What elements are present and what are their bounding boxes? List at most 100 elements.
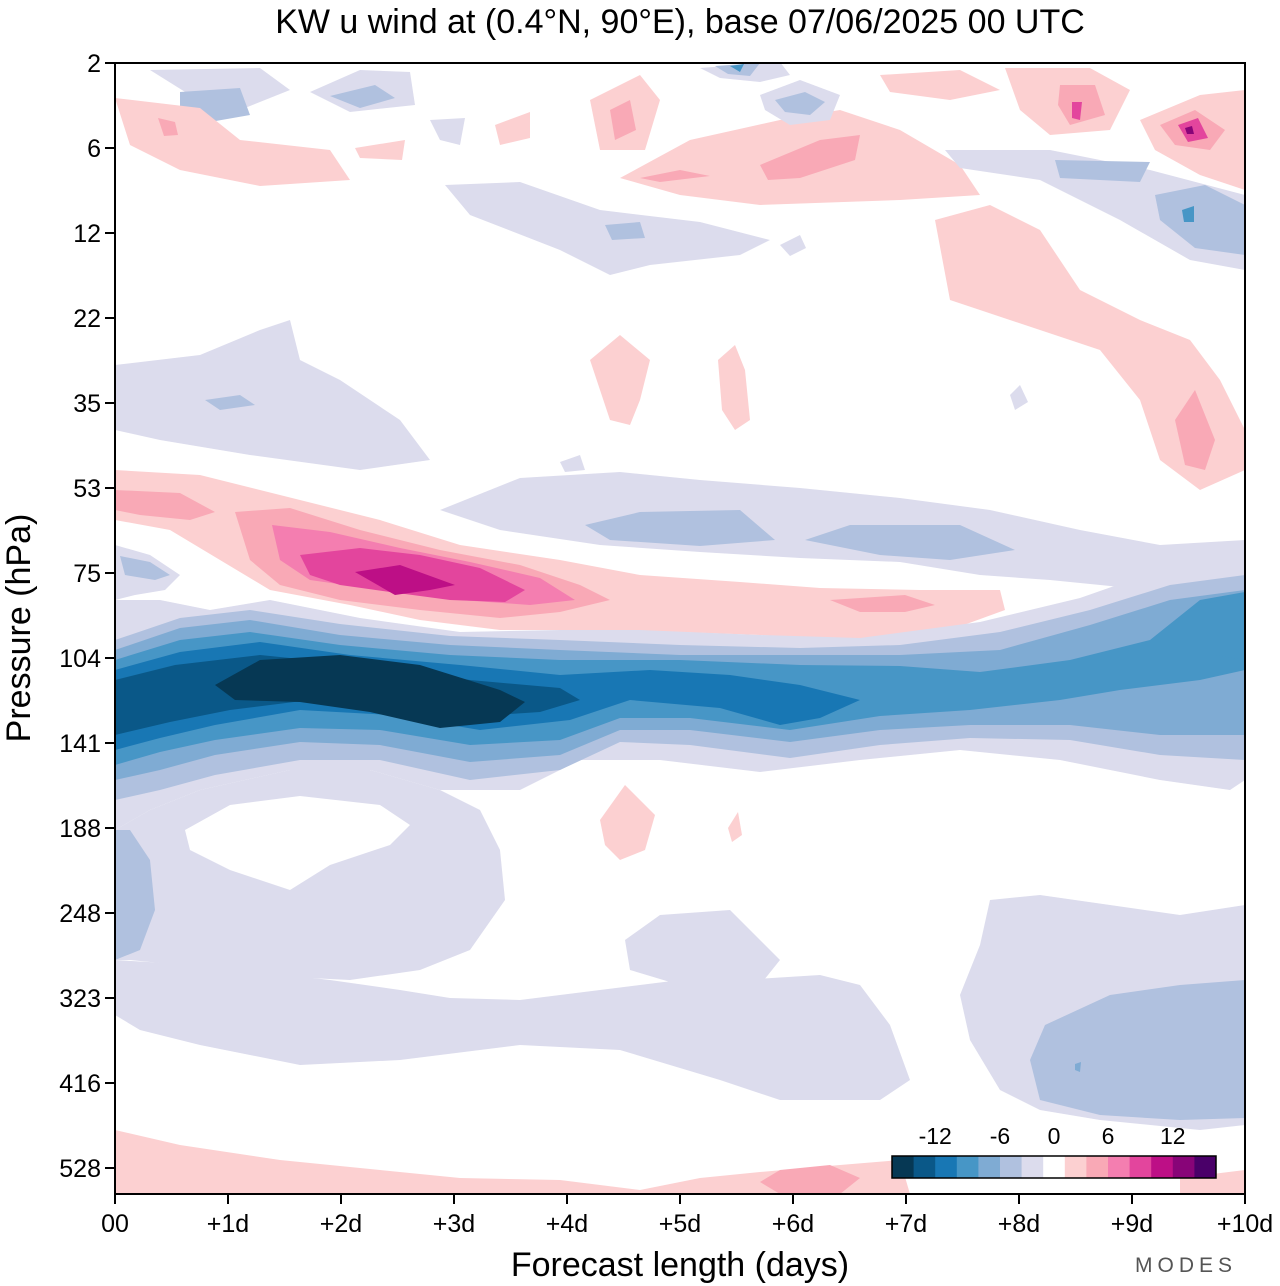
- colorbar-label: -6: [990, 1123, 1010, 1149]
- contour-neg-trop-4: [625, 910, 780, 985]
- contour-pos-strat-21: [718, 345, 750, 430]
- contour-neg-trop-2: [115, 830, 155, 960]
- y-tick-label: 528: [59, 1155, 101, 1183]
- colorbar-swatch: [1108, 1156, 1131, 1178]
- contour-pos-strat-4: [495, 112, 530, 145]
- contour-neg-strat-17: [780, 235, 806, 256]
- colorbar-swatch: [913, 1156, 936, 1178]
- contour-neg-strat-10: [775, 92, 825, 115]
- contour-neg-band-2: [585, 510, 775, 546]
- contour-pos-strat-9: [640, 170, 710, 182]
- colorbar-label: -12: [919, 1123, 952, 1149]
- contour-neg-strat-8: [730, 64, 744, 72]
- contour-neg-strat-4: [330, 85, 395, 108]
- x-tick-label: +5d: [659, 1210, 701, 1238]
- contour-neg-jet-8: [215, 655, 525, 728]
- colorbar-swatch: [1021, 1156, 1044, 1178]
- x-tick-label: +8d: [998, 1210, 1040, 1238]
- colorbar-label: 6: [1102, 1123, 1115, 1149]
- contour-neg-strat-13: [1155, 185, 1245, 255]
- colorbar-swatch: [1086, 1156, 1109, 1178]
- y-tick-label: 248: [59, 900, 101, 928]
- x-tick-label: +10d: [1217, 1210, 1273, 1238]
- contour-pos-strat-18: [935, 205, 1245, 490]
- y-tick-label: 104: [59, 645, 101, 673]
- y-tick-label: 141: [59, 730, 101, 758]
- contour-pos-strat-6: [610, 100, 636, 140]
- y-tick-label: 53: [73, 475, 101, 503]
- x-tick-label: +3d: [433, 1210, 475, 1238]
- colorbar-label: 12: [1160, 1123, 1186, 1149]
- contour-pos-strat-1: [115, 98, 350, 186]
- colorbar-swatch: [1043, 1156, 1066, 1178]
- x-tick-label: +4d: [546, 1210, 588, 1238]
- y-tick-label: 22: [73, 305, 101, 333]
- contour-pos-strat-3: [355, 140, 405, 160]
- y-tick-label: 35: [73, 390, 101, 418]
- contour-white-trop: [185, 796, 410, 890]
- contour-neg-strat-21: [560, 455, 585, 472]
- colorbar-swatch: [1172, 1156, 1195, 1178]
- contour-neg-band-5: [120, 556, 170, 580]
- y-tick-label: 6: [87, 135, 101, 163]
- x-tick-label: +2d: [320, 1210, 362, 1238]
- colorbar-swatch: [1129, 1156, 1152, 1178]
- x-tick-label: +9d: [1111, 1210, 1153, 1238]
- contour-pos-strat-8: [760, 135, 860, 180]
- contour-pos-strat-13: [1072, 102, 1082, 120]
- contour-pos-trop-1: [600, 785, 655, 860]
- contour-neg-strat-20: [1010, 385, 1028, 410]
- contour-neg-strat-5: [430, 118, 465, 145]
- x-tick-label: +7d: [885, 1210, 927, 1238]
- y-axis-title: Pressure (hPa): [0, 514, 38, 743]
- contour-neg-trop-3: [115, 960, 910, 1100]
- contour-pos-trop-2: [728, 812, 742, 842]
- contour-pos-band-6: [355, 565, 455, 595]
- colorbar-frame: [891, 1155, 1217, 1179]
- contour-pos-strat-20: [590, 335, 650, 425]
- contour-pos-strat-19: [1175, 390, 1215, 470]
- contour-neg-trop-7: [1075, 1062, 1081, 1072]
- colorbar-swatch: [1064, 1156, 1087, 1178]
- colorbar-swatch: [892, 1156, 915, 1178]
- contour-pos-strat-2: [158, 118, 178, 136]
- colorbar-swatch: [1194, 1156, 1217, 1178]
- y-tick-label: 323: [59, 985, 101, 1013]
- contour-neg-strat-19: [205, 395, 255, 410]
- contour-pos-band-7: [830, 595, 935, 612]
- y-axis: 2 6 12 22 35 53 75 104 141 188 248 323 416 528: [59, 50, 115, 1183]
- colorbar: -12 -6 0 6 12: [891, 1123, 1217, 1179]
- contour-pos-trop-4: [760, 1165, 860, 1194]
- x-tick-label: +1d: [207, 1210, 249, 1238]
- contour-neg-strat-16: [605, 222, 645, 240]
- contour-neg-band-3: [805, 525, 1015, 560]
- x-tick-label: 00: [101, 1210, 129, 1238]
- contour-neg-strat-12: [1055, 160, 1150, 182]
- colorbar-label: 0: [1048, 1123, 1061, 1149]
- contour-neg-jet-5: [1200, 595, 1245, 660]
- x-axis: 00 +1d +2d +3d +4d +5d +6d +7d +8d +9d +10d: [101, 1194, 1273, 1238]
- colorbar-swatch: [935, 1156, 958, 1178]
- contour-neg-strat-1: [150, 68, 290, 110]
- contour-pos-trop-3: [115, 1130, 910, 1194]
- colorbar-swatch: [1000, 1156, 1023, 1178]
- brand-logo: MODES: [1135, 1254, 1237, 1277]
- contour-neg-strat-18: [115, 320, 430, 470]
- contour-neg-strat-14: [1182, 206, 1194, 222]
- chart-title: KW u wind at (0.4°N, 90°E), base 07/06/2…: [275, 3, 1085, 41]
- x-tick-label: +6d: [772, 1210, 814, 1238]
- contour-neg-strat-11: [945, 150, 1245, 270]
- y-tick-label: 2: [87, 50, 101, 78]
- y-tick-label: 416: [59, 1070, 101, 1098]
- contour-pos-band-2: [115, 490, 215, 520]
- contour-pos-strat-10: [880, 70, 1000, 100]
- colorbar-swatch: [956, 1156, 979, 1178]
- colorbar-swatch: [978, 1156, 1001, 1178]
- contour-neg-trop-6: [1030, 980, 1245, 1120]
- contour-pos-strat-17: [1185, 126, 1194, 134]
- y-tick-label: 188: [59, 815, 101, 843]
- colorbar-swatch: [1151, 1156, 1174, 1178]
- x-axis-title: Forecast length (days): [511, 1246, 849, 1284]
- plot-area: [114, 62, 1246, 1195]
